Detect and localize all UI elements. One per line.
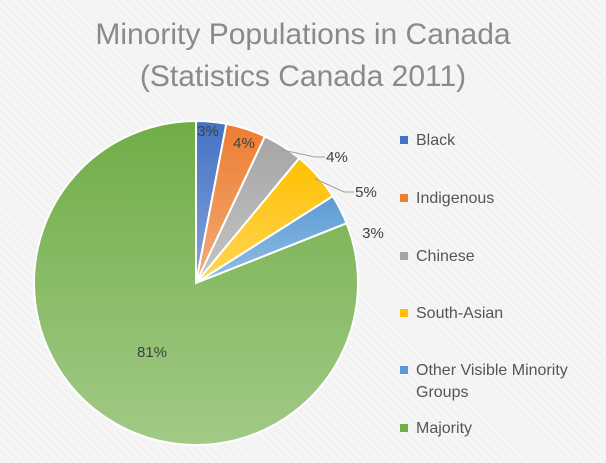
legend-item: Other Visible Minority Groups bbox=[400, 360, 596, 404]
legend-label: Indigenous bbox=[416, 190, 495, 207]
leader-line bbox=[280, 149, 325, 158]
data-label: 3% bbox=[197, 123, 219, 140]
legend-label: Black bbox=[416, 132, 456, 149]
legend-swatch bbox=[400, 366, 408, 374]
legend-swatch bbox=[400, 309, 408, 317]
legend-swatch bbox=[400, 194, 408, 202]
legend-label: Majority bbox=[416, 420, 473, 437]
data-label: 3% bbox=[362, 225, 384, 242]
pie-slice-majority bbox=[33, 119, 359, 446]
leader-line bbox=[314, 178, 354, 193]
legend-item: Indigenous bbox=[400, 188, 596, 210]
legend-label: South-Asian bbox=[416, 305, 504, 322]
data-label: 4% bbox=[233, 135, 255, 152]
data-label: 81% bbox=[137, 344, 167, 361]
legend-swatch bbox=[400, 424, 408, 432]
legend-item: South-Asian bbox=[400, 303, 596, 325]
legend-swatch bbox=[400, 252, 408, 260]
legend-label: Other Visible Minority Groups bbox=[416, 362, 568, 401]
data-label: 5% bbox=[355, 184, 377, 201]
legend-label: Chinese bbox=[416, 248, 475, 265]
chart-subtitle: (Statistics Canada 2011) bbox=[139, 60, 467, 93]
chart-title: Minority Populations in Canada bbox=[95, 18, 511, 51]
legend-item: Majority bbox=[400, 418, 596, 440]
chart-title-block: Minority Populations in Canada (Statisti… bbox=[0, 14, 606, 98]
legend-item: Chinese bbox=[400, 246, 596, 268]
data-label: 4% bbox=[326, 149, 348, 166]
legend-swatch bbox=[400, 136, 408, 144]
legend-item: Black bbox=[400, 130, 596, 152]
